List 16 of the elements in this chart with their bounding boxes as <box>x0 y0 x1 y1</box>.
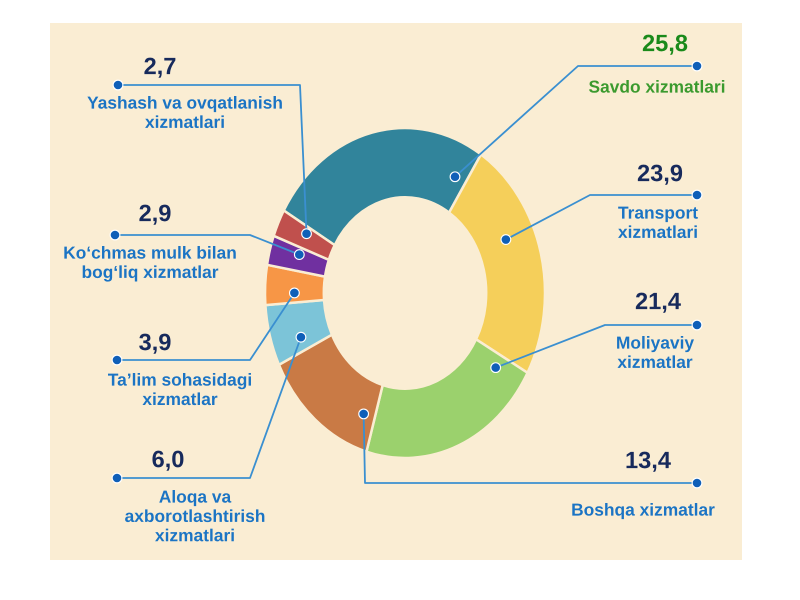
data-label: 3,9 <box>139 334 171 354</box>
slice-label: Yashash va ovqatlanish xizmatlari <box>87 96 282 128</box>
data-label: 23,9 <box>638 164 682 185</box>
slice-label: Moliyaviy xizmatlar <box>617 336 694 368</box>
slice-label: Savdo xizmatlari <box>588 80 724 93</box>
slice-label: Transport xizmatlari <box>618 206 698 238</box>
slice-label: Ta’lim sohasidagi xizmatlar <box>108 373 251 406</box>
slice-label: Boshqa xizmatlar <box>572 503 715 520</box>
data-label: 21,4 <box>636 292 681 313</box>
data-label: 2,7 <box>144 58 176 78</box>
data-label: 13,4 <box>626 452 671 472</box>
data-label: 2,9 <box>139 204 171 225</box>
data-label: 25,8 <box>642 34 688 55</box>
data-label: 6,0 <box>152 450 184 471</box>
slice-label: Aloqa va axborotlashtirish xizmatlari <box>125 490 264 542</box>
slice-label: Ko‘chmas mulk bilan bog‘liq xizmatlar <box>64 246 236 282</box>
